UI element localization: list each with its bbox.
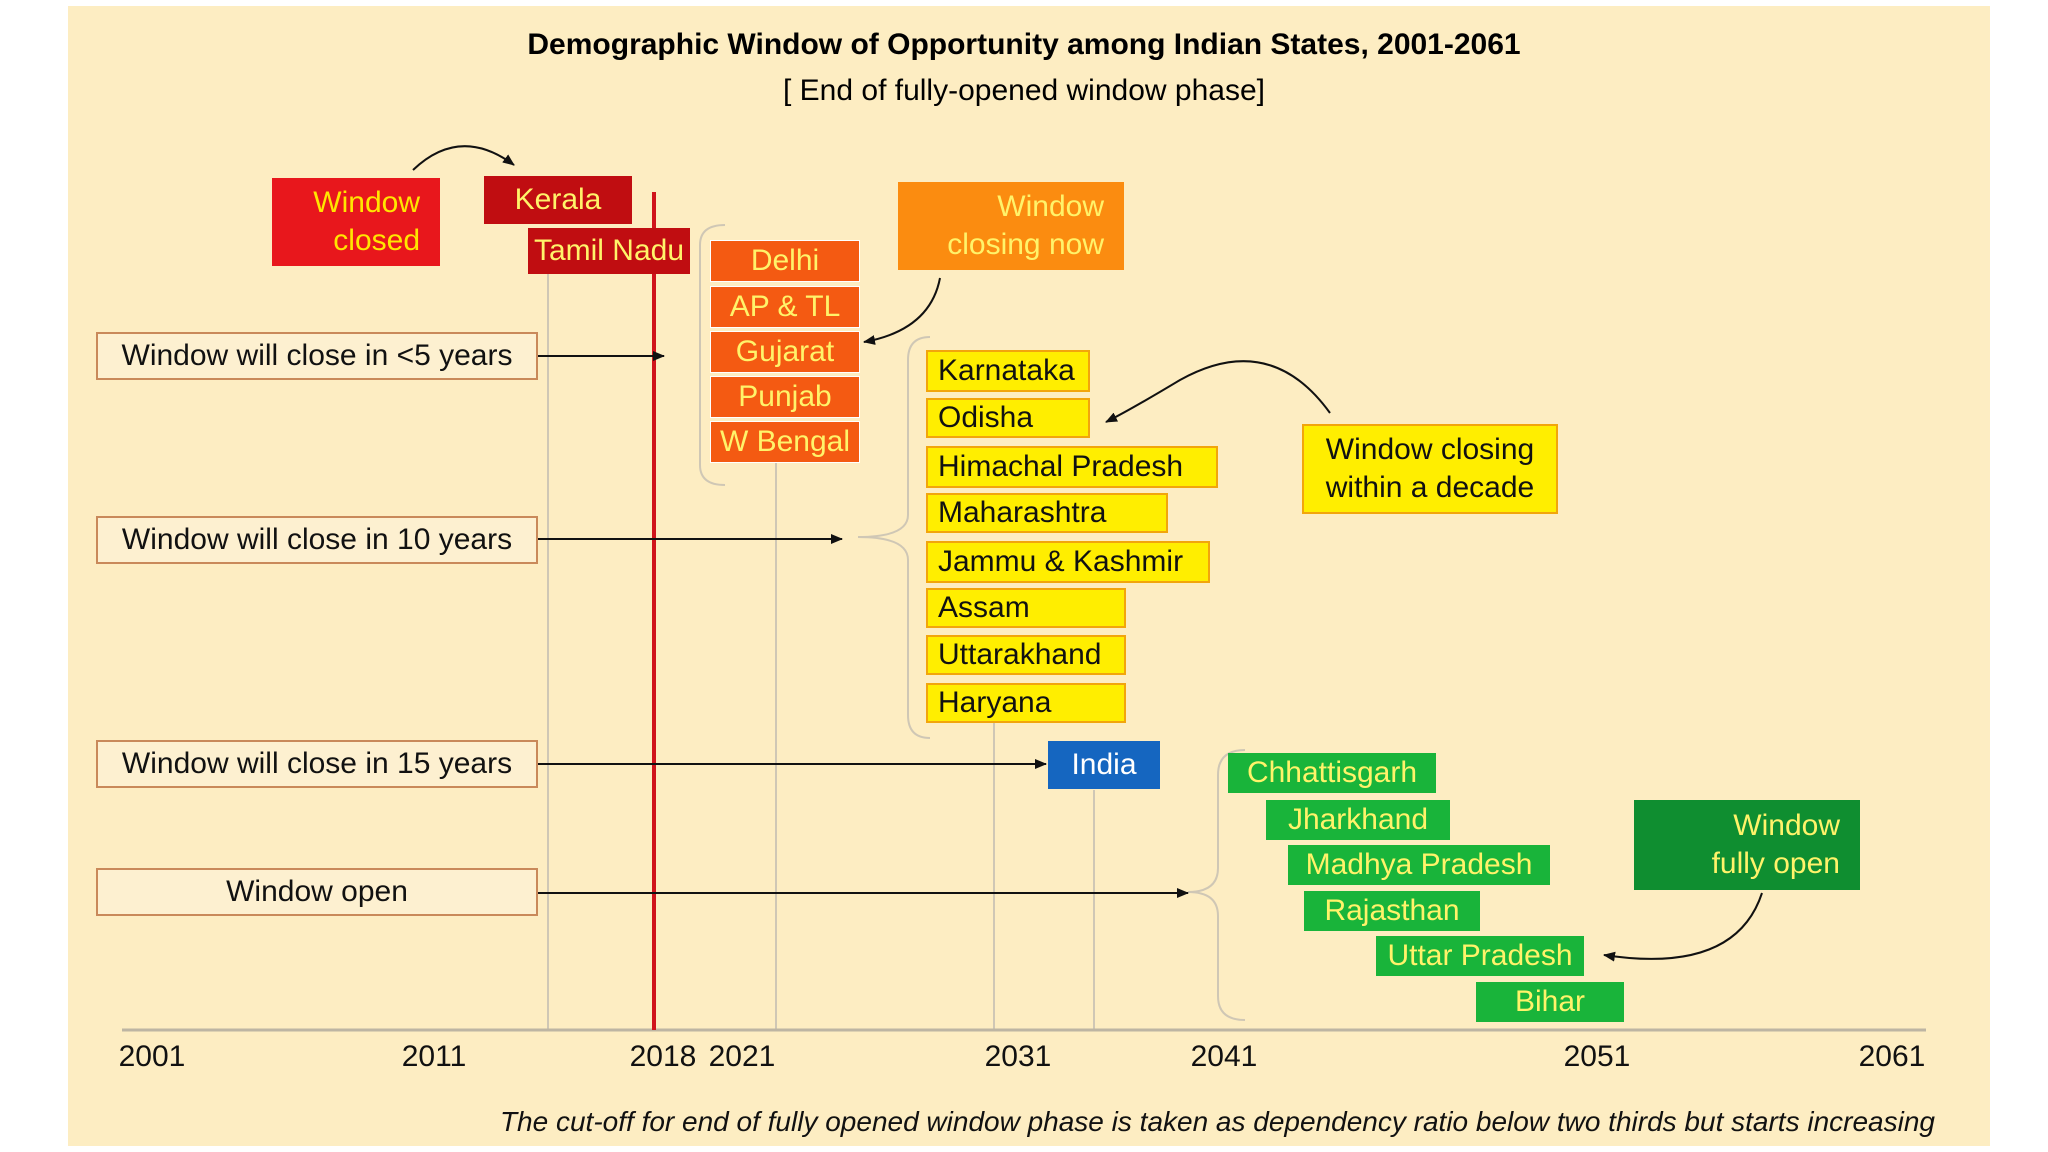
curved-arrow-closing-now bbox=[863, 277, 941, 345]
state-ap-tl: AP & TL bbox=[710, 286, 860, 328]
state-jammu-kashmir: Jammu & Kashmir bbox=[926, 541, 1210, 583]
state-kerala: Kerala bbox=[484, 176, 632, 224]
label-window-open: Window open bbox=[96, 868, 538, 916]
label-close-5-years: Window will close in <5 years bbox=[96, 332, 538, 380]
year-label-2021: 2021 bbox=[708, 1040, 776, 1073]
curved-arrow-closed bbox=[412, 145, 515, 171]
state-punjab: Punjab bbox=[710, 376, 860, 418]
state-w-bengal: W Bengal bbox=[710, 421, 860, 463]
note-window-fully-open: Window fully open bbox=[1634, 800, 1860, 890]
state-uttar-pradesh: Uttar Pradesh bbox=[1376, 936, 1584, 976]
state-uttarakhand: Uttarakhand bbox=[926, 635, 1126, 675]
year-label-2041: 2041 bbox=[1190, 1040, 1258, 1073]
note-window-closing-decade: Window closing within a decade bbox=[1302, 424, 1558, 514]
year-label-2018: 2018 bbox=[629, 1040, 697, 1073]
year-label-2031: 2031 bbox=[984, 1040, 1052, 1073]
note-window-closing-now: Window closing now bbox=[898, 182, 1124, 270]
state-bihar: Bihar bbox=[1476, 982, 1624, 1022]
state-assam: Assam bbox=[926, 588, 1126, 628]
state-odisha: Odisha bbox=[926, 398, 1090, 438]
chart-subtitle: [ End of fully-opened window phase] bbox=[783, 74, 1265, 107]
year-label-2011: 2011 bbox=[401, 1040, 467, 1073]
year-label-2061: 2061 bbox=[1858, 1040, 1926, 1073]
year-label-2001: 2001 bbox=[118, 1040, 186, 1073]
brace-closing-now bbox=[699, 224, 726, 486]
country-india: India bbox=[1048, 741, 1160, 789]
state-himachal-pradesh: Himachal Pradesh bbox=[926, 446, 1218, 488]
footnote: The cut-off for end of fully opened wind… bbox=[499, 1106, 1935, 1137]
state-jharkhand: Jharkhand bbox=[1266, 800, 1450, 840]
note-window-closed: Window closed bbox=[272, 178, 440, 266]
year-label-2051: 2051 bbox=[1563, 1040, 1631, 1073]
state-chhattisgarh: Chhattisgarh bbox=[1228, 753, 1436, 793]
chart-title: Demographic Window of Opportunity among … bbox=[527, 28, 1521, 61]
state-madhya-pradesh: Madhya Pradesh bbox=[1288, 845, 1550, 885]
label-close-10-years: Window will close in 10 years bbox=[96, 516, 538, 564]
state-gujarat: Gujarat bbox=[710, 331, 860, 373]
curved-arrow-fully-open bbox=[1603, 892, 1763, 962]
curved-arrow-closing-decade bbox=[1105, 360, 1331, 423]
state-delhi: Delhi bbox=[710, 240, 860, 282]
brace-closing-decade bbox=[857, 336, 931, 739]
state-karnataka: Karnataka bbox=[926, 350, 1090, 392]
state-rajasthan: Rajasthan bbox=[1304, 891, 1480, 931]
label-close-15-years: Window will close in 15 years bbox=[96, 740, 538, 788]
state-tamil-nadu: Tamil Nadu bbox=[528, 228, 690, 274]
state-haryana: Haryana bbox=[926, 683, 1126, 723]
state-maharashtra: Maharashtra bbox=[926, 493, 1168, 533]
